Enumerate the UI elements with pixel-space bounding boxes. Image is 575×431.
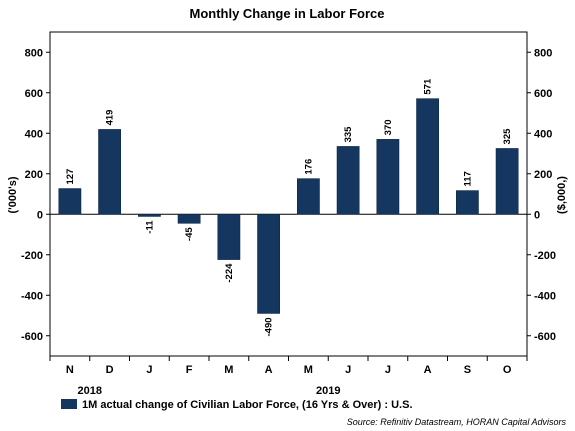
bar: [177, 214, 201, 224]
y-tick-label-left: 600: [25, 88, 43, 100]
source-note: Source: Refinitiv Datastream, HORAN Capi…: [347, 417, 567, 427]
x-category-label: J: [345, 364, 351, 376]
plot-frame: [49, 31, 528, 357]
data-label: -45: [184, 227, 195, 241]
x-category-label: A: [265, 364, 273, 376]
bar: [336, 146, 360, 215]
y-tick-label-left: -400: [21, 290, 43, 302]
x-category-label: D: [106, 364, 114, 376]
legend: 1M actual change of Civilian Labor Force…: [61, 399, 413, 411]
bar: [416, 98, 440, 215]
data-label: 117: [462, 171, 473, 186]
y-tick-label-left: 0: [37, 209, 43, 221]
x-category-label: J: [146, 364, 152, 376]
y-tick-label-left: -200: [21, 250, 43, 262]
year-label-2018: 2018: [78, 385, 102, 397]
data-label: 419: [105, 110, 116, 126]
data-label: 370: [383, 119, 394, 135]
legend-swatch: [61, 399, 77, 409]
data-label: -490: [264, 317, 275, 336]
y-tick-label-left: 400: [25, 128, 43, 140]
year-label-2019: 2019: [316, 385, 340, 397]
data-label: 127: [65, 169, 76, 185]
y-tick-label-right: 400: [534, 128, 552, 140]
bar: [58, 188, 82, 215]
x-category-label: M: [224, 364, 233, 376]
x-category-label: N: [66, 364, 74, 376]
data-label: 335: [343, 126, 354, 143]
bar: [455, 190, 479, 215]
chart-title: Monthly Change in Labor Force: [189, 6, 384, 21]
y-tick-label-right: -200: [534, 250, 556, 262]
y-tick-label-right: 600: [534, 88, 552, 100]
bar: [98, 129, 122, 215]
bar: [296, 178, 320, 215]
y-axis-right-label: ($,000,): [556, 176, 568, 214]
bar: [257, 214, 281, 314]
legend-label: 1M actual change of Civilian Labor Force…: [82, 399, 413, 411]
data-label: 325: [502, 128, 513, 145]
x-category-label: A: [424, 364, 432, 376]
bar: [137, 214, 161, 217]
bar: [495, 148, 519, 215]
x-category-label: S: [464, 364, 471, 376]
y-tick-label-right: 200: [534, 169, 552, 181]
x-category-label: M: [304, 364, 313, 376]
y-tick-label-right: 0: [534, 209, 540, 221]
y-tick-label-left: -600: [21, 331, 43, 343]
data-label: 571: [423, 78, 434, 95]
data-label: -11: [144, 220, 155, 234]
x-category-label: O: [503, 364, 512, 376]
y-tick-label-right: 800: [534, 47, 552, 59]
data-label: -224: [224, 263, 235, 283]
y-tick-label-left: 200: [25, 169, 43, 181]
data-label: 176: [303, 159, 314, 175]
x-category-label: F: [186, 364, 193, 376]
plot-area: -600 -600 -400 -400 -200 -200 0 0 200 200 400 400 60…: [21, 31, 556, 397]
y-tick-label-right: -600: [534, 331, 556, 343]
bar: [217, 214, 241, 260]
y-axis-left-label: ('000's): [7, 176, 19, 213]
bar: [376, 139, 400, 215]
y-tick-label-left: 800: [25, 47, 43, 59]
y-tick-label-right: -400: [534, 290, 556, 302]
x-category-label: J: [385, 364, 391, 376]
